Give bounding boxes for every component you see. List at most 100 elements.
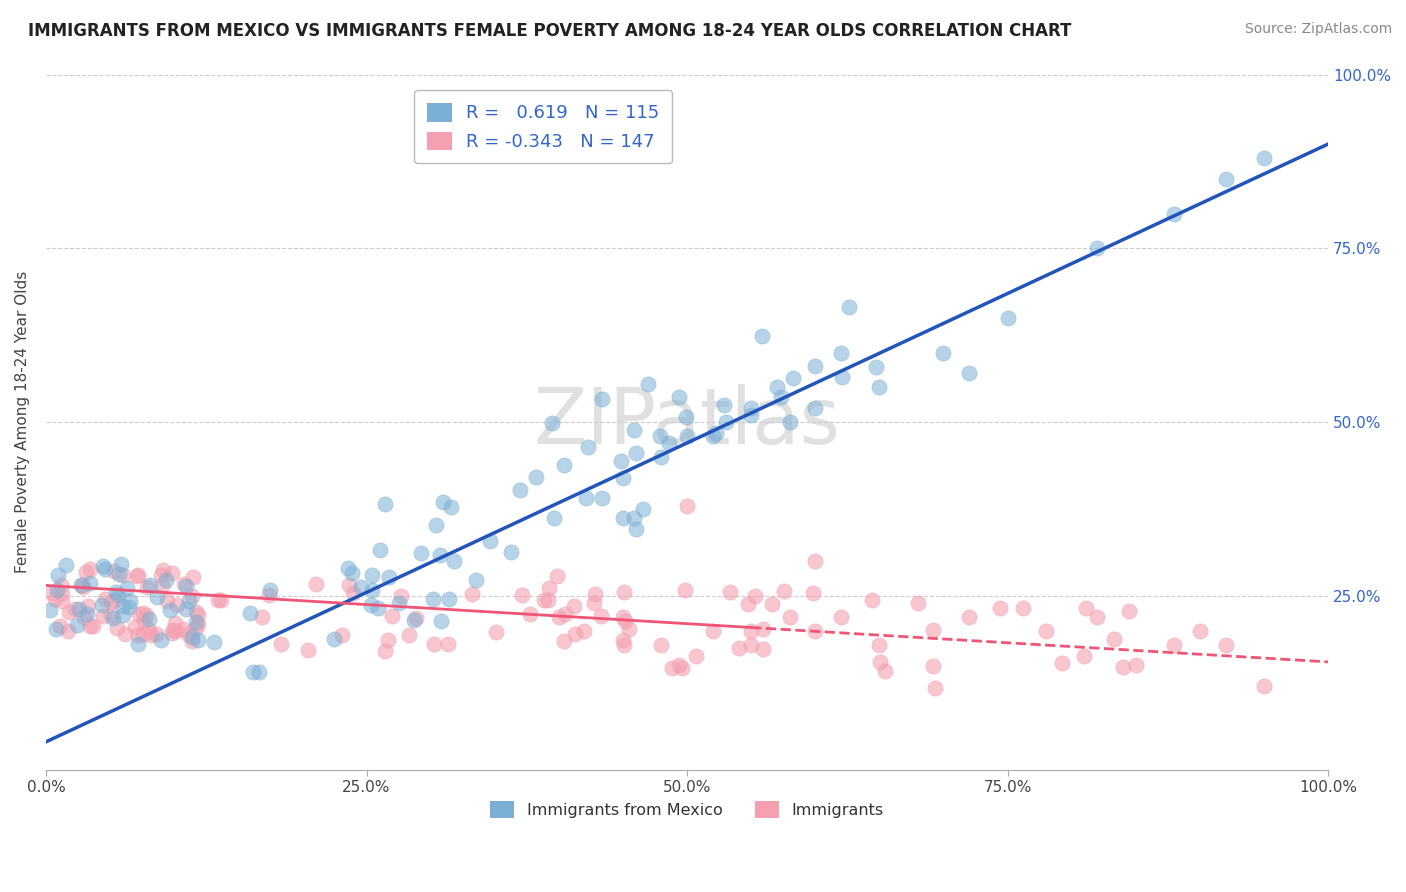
Point [574,624,596,638]
Point [184,606,207,620]
Point [44,591,66,606]
Point [740,624,762,638]
Point [82,619,104,633]
Point [93,562,115,576]
Point [804,401,827,416]
Point [547,609,569,624]
Text: Source: ZipAtlas.com: Source: ZipAtlas.com [1244,22,1392,37]
Point [714,415,737,429]
Point [70,578,93,592]
Point [398,628,420,642]
Point [1253,151,1275,165]
Point [389,590,412,604]
Point [368,543,391,558]
Point [180,634,202,648]
Point [45,623,67,637]
Point [612,511,634,525]
Point [546,568,568,582]
Point [94,591,117,606]
Point [132,606,155,620]
Point [79,562,101,576]
Point [160,566,183,580]
Point [132,627,155,641]
Point [297,642,319,657]
Point [751,329,773,343]
Point [186,615,208,629]
Point [804,554,827,568]
Point [118,599,141,614]
Point [409,546,432,560]
Point [75,565,97,579]
Point [430,615,453,629]
Point [574,491,596,506]
Point [100,607,122,622]
Point [432,495,454,509]
Point [174,579,197,593]
Point [1035,624,1057,638]
Point [461,586,484,600]
Point [181,569,204,583]
Point [160,626,183,640]
Point [181,630,204,644]
Point [631,502,654,516]
Point [673,583,696,598]
Point [73,610,96,624]
Point [668,390,690,404]
Point [150,633,173,648]
Point [91,558,114,573]
Point [740,638,762,652]
Point [247,665,270,680]
Point [650,450,672,464]
Point [1050,656,1073,670]
Point [138,623,160,637]
Point [152,563,174,577]
Point [676,499,699,513]
Point [91,598,114,612]
Point [1073,649,1095,664]
Point [613,638,636,652]
Point [589,608,612,623]
Point [107,588,129,602]
Point [526,469,548,483]
Point [138,612,160,626]
Point [103,611,125,625]
Point [163,615,186,630]
Point [583,587,606,601]
Point [165,624,187,639]
Point [270,637,292,651]
Point [509,483,531,498]
Point [127,568,149,582]
Point [111,599,134,614]
Point [77,599,100,613]
Point [120,594,142,608]
Point [149,568,172,582]
Point [41,586,63,600]
Point [613,585,636,599]
Point [402,613,425,627]
Point [159,603,181,617]
Point [51,585,73,599]
Point [58,605,80,619]
Point [46,567,69,582]
Point [76,607,98,621]
Point [873,665,896,679]
Point [174,602,197,616]
Point [668,658,690,673]
Point [907,596,929,610]
Point [924,681,946,695]
Point [671,661,693,675]
Point [259,588,281,602]
Point [564,626,586,640]
Point [718,585,741,599]
Point [127,628,149,642]
Point [464,573,486,587]
Point [378,569,401,583]
Point [1125,658,1147,673]
Point [337,578,360,592]
Point [186,616,208,631]
Point [554,607,576,621]
Point [713,398,735,412]
Point [381,608,404,623]
Point [436,637,458,651]
Point [66,618,89,632]
